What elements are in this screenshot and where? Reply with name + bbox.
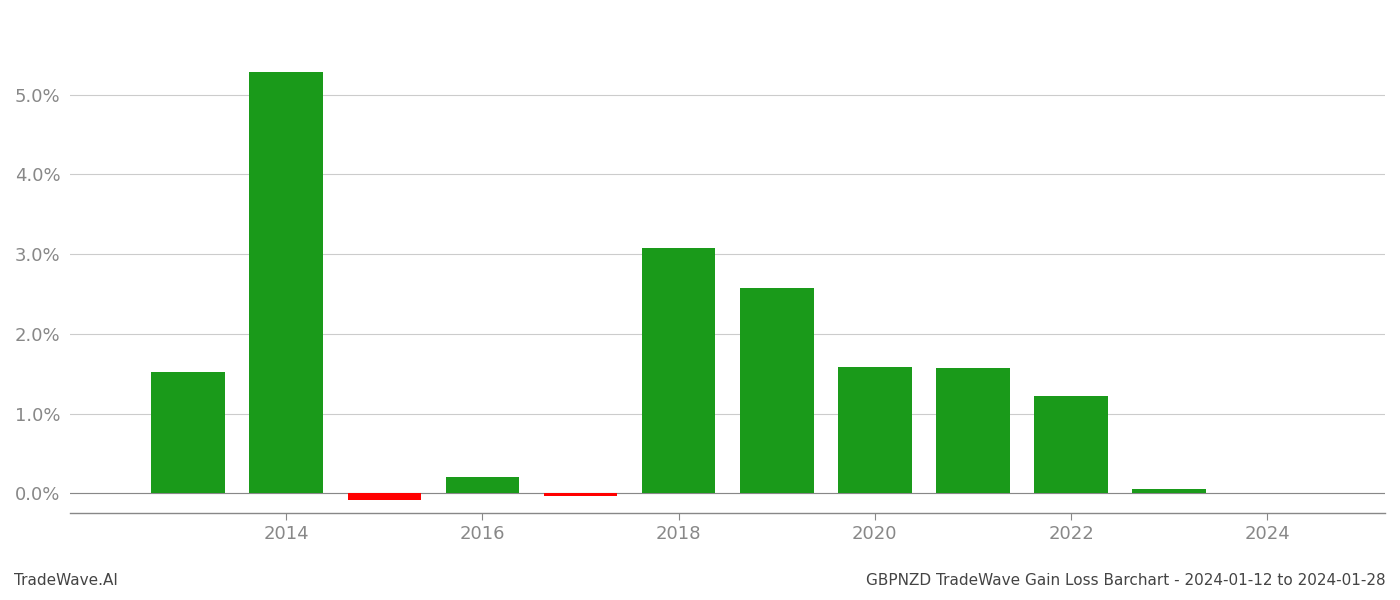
Bar xyxy=(937,368,1009,493)
Bar xyxy=(839,367,911,493)
Text: GBPNZD TradeWave Gain Loss Barchart - 2024-01-12 to 2024-01-28: GBPNZD TradeWave Gain Loss Barchart - 20… xyxy=(867,573,1386,588)
Bar xyxy=(1133,489,1205,493)
Text: TradeWave.AI: TradeWave.AI xyxy=(14,573,118,588)
Bar xyxy=(1035,396,1107,493)
Bar xyxy=(151,372,225,493)
Bar xyxy=(347,493,421,500)
Bar xyxy=(641,248,715,493)
Bar xyxy=(741,287,813,493)
Bar xyxy=(445,478,519,493)
Bar xyxy=(249,73,323,493)
Bar xyxy=(543,493,617,496)
